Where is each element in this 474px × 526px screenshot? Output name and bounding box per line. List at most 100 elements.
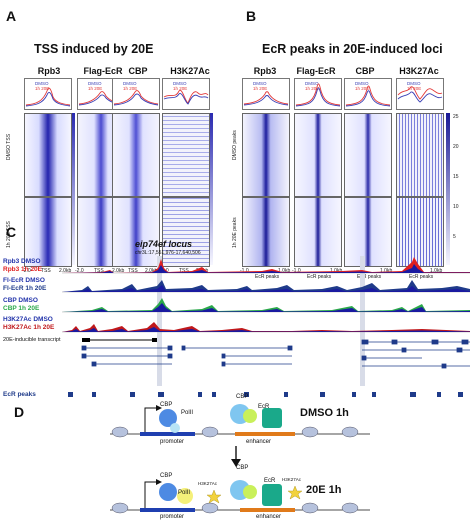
x-tick-center: TSS [128,268,138,274]
legend-dmso: DMSO [35,81,49,86]
legend-dmso: DMSO [173,81,187,86]
panel-letter-d: D [14,404,25,420]
x-tick-center: TSS [94,268,104,274]
legend-20e: 1h 20E [123,86,138,91]
x-tick-right: 2.0kb [112,268,125,274]
cbp-label-bottom-enh: CBP [236,465,249,471]
track-label-cbp-dmso: CBP DMSO [3,297,38,304]
x-tick-left: -1.0 [240,268,249,274]
panel-b-profile-flag-ecr: DMSO 1h 20E [294,78,342,110]
cbp-label-top: CBP [160,402,173,408]
track-label-ecr-20e: Fl-EcR 1h 20E [3,285,47,292]
panel-b-heatmap-h3k27ac-20e [396,197,444,267]
track-label-h3k27ac-dmso: H3K27Ac DMSO [3,316,53,323]
track-label-cbp-20e: CBP 1h 20E [3,305,40,312]
x-tick-right: 2.0kb [145,268,158,274]
profile-curves [25,87,71,107]
x-tick-right: 1.0kb [330,268,343,274]
transcript-label: 20E-inducible transcript [3,337,61,343]
x-tick-center: EcR peaks [409,274,434,280]
panel-a-profile-h3k27ac: DMSO 1h 20E [162,78,210,110]
profile-curves [397,86,443,103]
panel-a-profile-cbp: DMSO 1h 20E [112,78,160,110]
panel-b-heatmap-h3k27ac-dmso [396,113,444,197]
gene-models [81,338,470,369]
panel-a-heatmap-cbp-dmso [112,113,160,197]
promoter-label-bottom: promoter [160,514,185,520]
panel-a-heatmap-rpb3-dmso [24,113,72,197]
panel-a-heatmap-cbp-20e [112,197,160,267]
scale-tick: 25 [453,114,459,120]
profile-curves [295,83,341,107]
panel-a-heatmap-rpb3-20e [24,197,72,267]
x-tick-right: 1.0kb [278,268,291,274]
x-tick-center: TSS [41,268,51,274]
panel-b-heatmap-cbp-20e [344,197,392,267]
track-label-rpb3-dmso: Rpb3 DMSO [3,258,41,265]
profile-curves [113,90,159,106]
panel-a-heatmap-h3k27ac-dmso [162,113,210,197]
panel-b-heatmap-rpb3-dmso [242,113,290,197]
panel-b-title: EcR peaks in 20E-induced loci [262,42,443,56]
ecr-peaks-label: EcR peaks [3,391,36,398]
locus-coords: chr3L:17,551,976-17,640,506 [135,250,201,256]
locus-name: eip74ef locus [135,239,193,249]
panel-a-col-cbp: CBP [128,66,148,76]
panel-b-heatmap-ecr-20e [294,197,342,267]
panel-letter-c: C [6,224,17,240]
panel-b-row-label-20e: 1h 20E peaks [232,217,238,248]
legend-dmso: DMSO [355,81,369,86]
pol-label-bottom: PolII [178,490,191,496]
scale-tick: 15 [453,174,459,180]
legend-dmso: DMSO [253,81,267,86]
track-label-h3k27ac-20e: H3K27Ac 1h 20E [3,324,55,331]
legend-dmso: DMSO [305,81,319,86]
panel-a-row-label-dmso: DMSO TSS [6,133,12,160]
panel-b-col-flag-ecr: Flag-EcR [296,66,336,76]
h3k27ac-mark-label: H3K27Ac [198,481,218,486]
x-tick-right: 1.0kb [380,268,393,274]
panel-b-profile-h3k27ac: DMSO 1h 20E [396,78,444,110]
scale-tick: 10 [453,204,459,210]
profile-curves [345,85,391,107]
legend-20e: 1h 20E [35,86,50,91]
x-tick-left: -2.0 [22,268,31,274]
legend-20e: 1h 20E [173,86,188,91]
panel-a-col-h3k27ac: H3K27Ac [170,66,210,76]
highlight-band [157,256,162,386]
panel-b-heatmap-rpb3-20e [242,197,290,267]
panel-b-col-h3k27ac: H3K27Ac [399,66,439,76]
legend-20e: 1h 20E [253,86,268,91]
legend-dmso: DMSO [123,81,137,86]
ecr-label-top: EcR [258,404,270,410]
x-tick-left: -1.0 [292,268,301,274]
x-tick-left: -2.0 [75,268,84,274]
panel-b-heatmap-ecr-dmso [294,113,342,197]
profile-curves [163,89,209,105]
track-label-rpb3-20e: Rpb3 1h 20E [3,266,43,273]
panel-letter-b: B [246,8,257,24]
promoter-label-top: promoter [160,439,185,445]
panel-a-title: TSS induced by 20E [34,42,154,56]
panel-b-profile-cbp: DMSO 1h 20E [344,78,392,110]
track-label-ecr-dmso: Fl-EcR DMSO [3,277,45,284]
panel-b-row-label-dmso: DMSO peaks [232,130,238,160]
x-tick-center: EcR peaks [307,274,332,280]
scale-tick: 20 [453,144,459,150]
panel-b-col-cbp: CBP [355,66,375,76]
x-tick-right: 1.0kb [430,268,443,274]
panel-b-col-rpb3: Rpb3 [253,66,277,76]
genome-tracks [62,257,470,333]
x-tick-right: 2.0kb [59,268,72,274]
profile-curves [243,91,289,106]
h3k27ac-mark-label: H3K27Ac [282,477,302,482]
x-tick-center: EcR peaks [357,274,382,280]
ecr-label-bottom: EcR [264,478,276,484]
condition-20e: 20E 1h [306,484,342,496]
legend-20e: 1h 20E [88,86,103,91]
panel-letter-a: A [6,8,17,24]
cbp-label-top-enh: CBP [236,394,249,400]
legend-dmso: DMSO [88,81,102,86]
x-tick-center: EcR peaks [255,274,280,280]
schematic-20e [110,479,370,514]
